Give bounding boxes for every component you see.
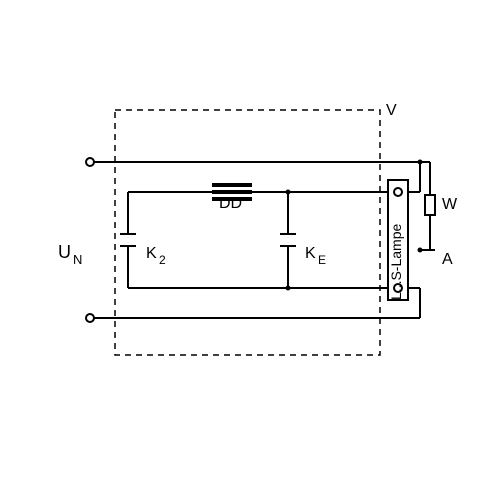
label-w: W (442, 196, 458, 213)
label-k2-k: K (146, 245, 157, 262)
choke-bar (212, 190, 252, 194)
junction (286, 286, 291, 291)
label-v: V (386, 102, 397, 119)
label-a: A (442, 251, 453, 268)
junction (286, 190, 291, 195)
label-lamp: L...S-Lampe (388, 224, 404, 300)
choke-bar (212, 183, 252, 187)
label-un-n: N (73, 252, 82, 267)
terminal-bottom (86, 314, 94, 322)
label-ke-k: K (305, 245, 316, 262)
label-un-u: U (58, 242, 71, 262)
label-ke-e: E (318, 253, 326, 267)
junction (418, 160, 423, 165)
label-k2-2: 2 (159, 253, 166, 267)
label-dd: DD (219, 195, 242, 212)
terminal-top (86, 158, 94, 166)
junction (418, 248, 423, 253)
